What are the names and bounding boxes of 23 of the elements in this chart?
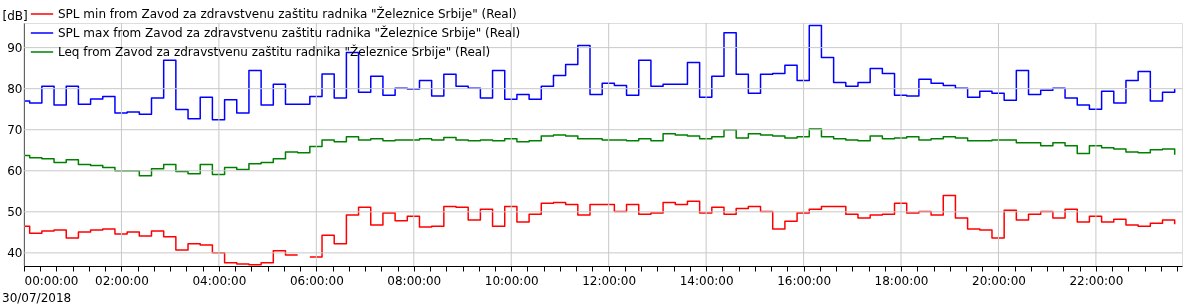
- y-tick-label: 70: [7, 123, 23, 138]
- y-tick-label: 80: [7, 82, 23, 97]
- x-tick-label: 02:00:00: [94, 273, 149, 288]
- x-tick-label: 08:00:00: [387, 273, 442, 288]
- x-tick-label: 22:00:00: [1069, 273, 1124, 288]
- x-tick-label: 16:00:00: [777, 273, 832, 288]
- x-tick-label: 20:00:00: [972, 273, 1026, 288]
- x-tick-label: 06:00:00: [289, 273, 344, 288]
- x-tick-label: 04:00:00: [192, 273, 247, 288]
- x-tick-label: 10:00:00: [484, 273, 539, 288]
- legend-label: SPL min from Zavod za zdravstvenu zaštitu radnika "Železnice Srbije" (Real): [58, 6, 517, 21]
- y-axis-title: [dB]: [2, 8, 28, 23]
- legend-label: SPL max from Zavod za zdravstvenu zaštitu radnika "Železnice Srbije" (Real): [58, 25, 521, 40]
- x-tick-label: 00:00:00: [24, 273, 79, 288]
- text: 30/07/2018: [2, 291, 72, 305]
- x-tick-label: 12:00:00: [582, 273, 637, 288]
- x-tick-label: 14:00:00: [679, 273, 734, 288]
- y-tick-label: 90: [7, 41, 23, 56]
- x-tick-label: 18:00:00: [874, 273, 929, 288]
- legend-label: Leq from Zavod za zdravstvenu zaštitu radnika "Železnice Srbije" (Real): [58, 44, 491, 59]
- y-tick-label: 40: [7, 246, 23, 261]
- y-tick-label: 50: [7, 205, 23, 220]
- y-tick-label: 60: [7, 164, 23, 179]
